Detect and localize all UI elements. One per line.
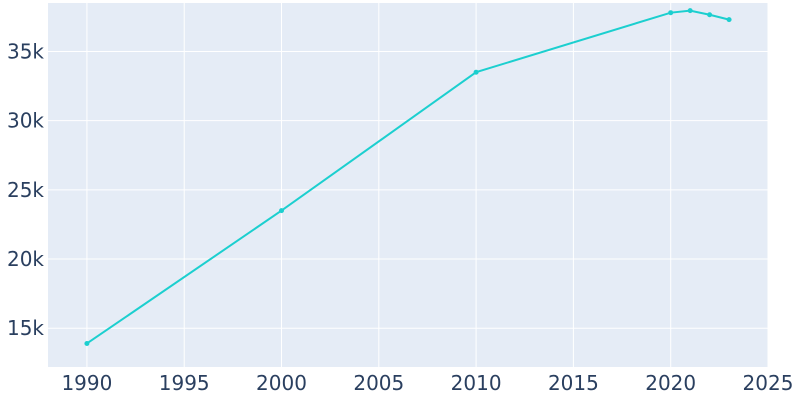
x-tick-label: 2010 bbox=[451, 371, 502, 395]
x-tick-label: 1995 bbox=[159, 371, 210, 395]
y-tick-label: 25k bbox=[7, 178, 44, 202]
x-tick-label: 2020 bbox=[645, 371, 696, 395]
x-tick-label: 2025 bbox=[743, 371, 794, 395]
series-layer bbox=[84, 8, 732, 346]
y-gridlines bbox=[48, 50, 768, 329]
x-tick-label: 2000 bbox=[256, 371, 307, 395]
data-point[interactable] bbox=[707, 12, 713, 18]
data-point[interactable] bbox=[279, 208, 285, 214]
data-point[interactable] bbox=[84, 340, 90, 346]
y-tick-label: 35k bbox=[7, 39, 44, 63]
y-tick-label: 30k bbox=[7, 109, 44, 133]
x-tick-label: 1990 bbox=[61, 371, 112, 395]
plot-area-background bbox=[48, 3, 768, 367]
data-point[interactable] bbox=[687, 8, 693, 14]
y-tick-label: 20k bbox=[7, 247, 44, 271]
x-axis-tick-labels: 1990 1995 2000 2005 2010 2015 2020 2025 bbox=[61, 371, 793, 395]
x-gridlines bbox=[86, 3, 769, 367]
data-point[interactable] bbox=[668, 10, 674, 16]
data-point[interactable] bbox=[726, 17, 732, 23]
data-point[interactable] bbox=[473, 69, 479, 75]
y-axis-tick-labels: 15k 20k 25k 30k 35k bbox=[7, 39, 44, 340]
x-tick-label: 2015 bbox=[548, 371, 599, 395]
y-tick-label: 15k bbox=[7, 316, 44, 340]
x-tick-label: 2005 bbox=[353, 371, 404, 395]
